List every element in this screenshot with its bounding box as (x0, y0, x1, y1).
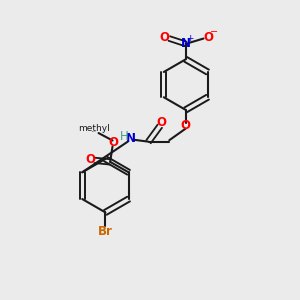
Text: N: N (126, 132, 136, 145)
Text: Br: Br (98, 225, 113, 238)
Text: O: O (204, 31, 214, 44)
Text: O: O (85, 153, 95, 166)
Text: O: O (157, 116, 166, 129)
Text: O: O (181, 119, 191, 132)
Text: methyl: methyl (78, 124, 110, 133)
Text: O: O (160, 31, 170, 44)
Text: methyl: methyl (92, 131, 97, 132)
Text: +: + (186, 34, 194, 43)
Text: H: H (120, 130, 128, 143)
Text: N: N (181, 38, 191, 50)
Text: −: − (210, 27, 218, 37)
Text: O: O (109, 136, 119, 149)
